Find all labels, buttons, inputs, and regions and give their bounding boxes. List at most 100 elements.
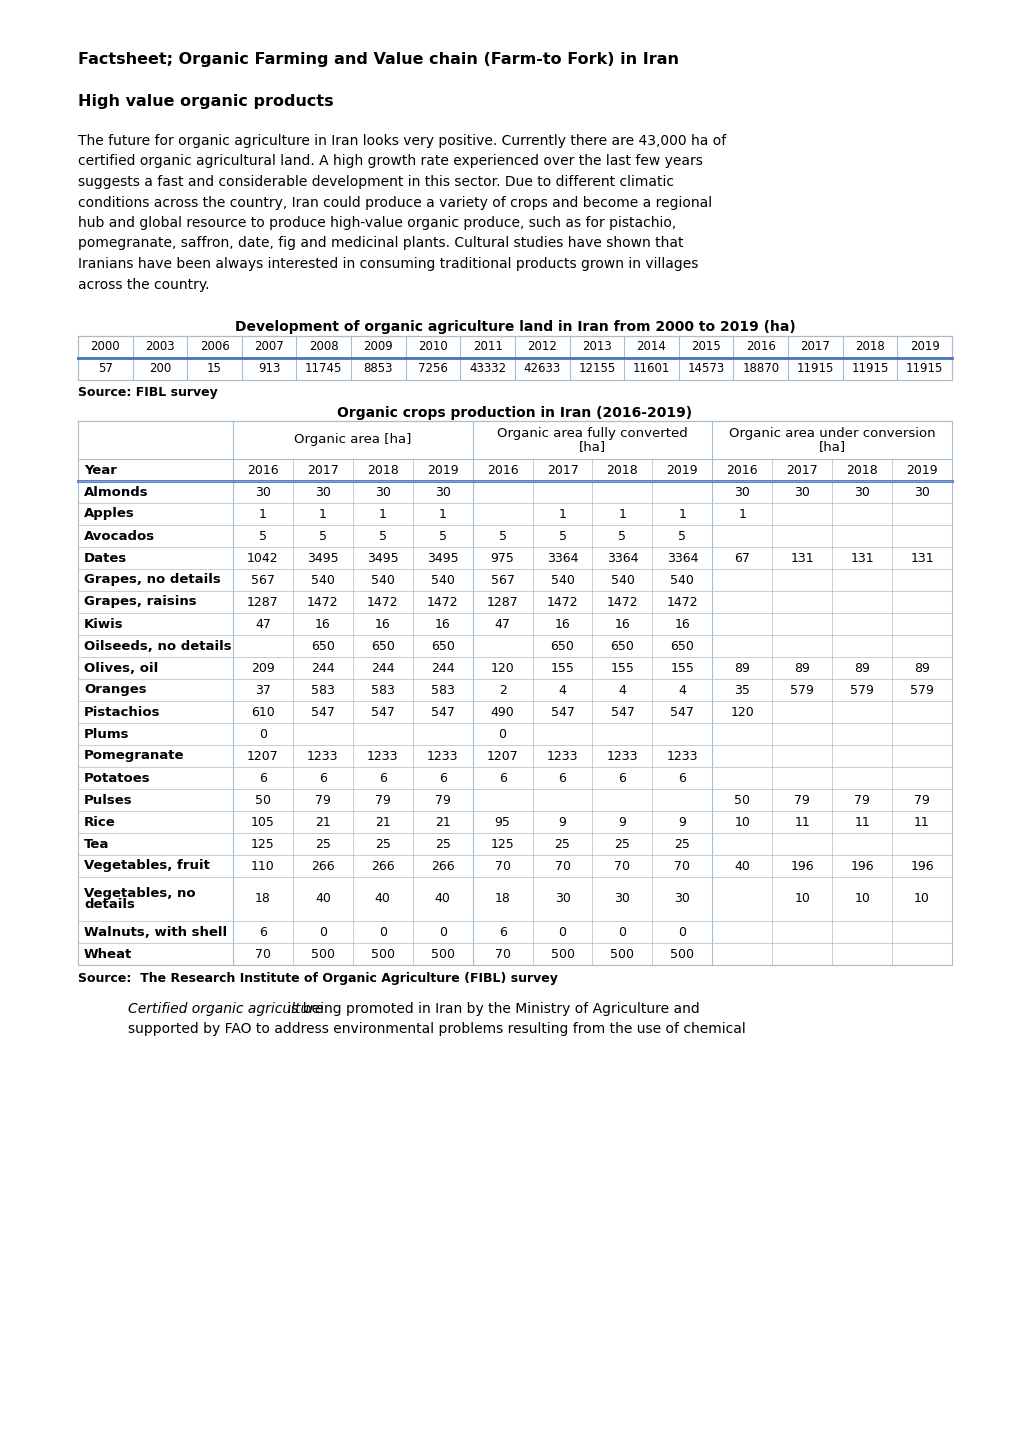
Text: 650: 650 (371, 639, 394, 652)
Text: 79: 79 (913, 793, 929, 806)
Text: 2017: 2017 (307, 463, 338, 476)
Text: 6: 6 (259, 926, 267, 939)
Text: 9: 9 (618, 816, 626, 829)
Text: 0: 0 (319, 926, 326, 939)
Text: 2019: 2019 (909, 340, 938, 353)
Text: 155: 155 (610, 662, 634, 675)
Text: 120: 120 (490, 662, 514, 675)
Text: 266: 266 (430, 859, 454, 872)
Text: 47: 47 (255, 617, 271, 630)
Text: 25: 25 (613, 838, 630, 851)
Text: 244: 244 (430, 662, 454, 675)
Text: 200: 200 (149, 362, 171, 375)
Text: 155: 155 (669, 662, 694, 675)
Text: 975: 975 (490, 551, 514, 564)
Text: 16: 16 (614, 617, 630, 630)
Text: 2007: 2007 (254, 340, 283, 353)
Text: 1472: 1472 (665, 596, 697, 609)
Text: 500: 500 (311, 947, 334, 960)
Text: 547: 547 (311, 705, 334, 718)
Text: 25: 25 (674, 838, 690, 851)
Text: 1: 1 (438, 508, 446, 521)
Text: 12155: 12155 (578, 362, 614, 375)
Text: pomegranate, saffron, date, fig and medicinal plants. Cultural studies have show: pomegranate, saffron, date, fig and medi… (77, 236, 683, 251)
Text: 547: 547 (430, 705, 454, 718)
Text: 30: 30 (734, 486, 750, 499)
Text: 3495: 3495 (307, 551, 338, 564)
Text: 583: 583 (371, 684, 394, 696)
Text: Source:  The Research Institute of Organic Agriculture (FIBL) survey: Source: The Research Institute of Organi… (77, 972, 557, 985)
Text: 79: 79 (434, 793, 450, 806)
Text: 79: 79 (853, 793, 869, 806)
Text: 2017: 2017 (546, 463, 578, 476)
Text: 2000: 2000 (91, 340, 120, 353)
Text: 131: 131 (850, 551, 873, 564)
Text: 2017: 2017 (786, 463, 817, 476)
Text: Iranians have been always interested in consuming traditional products grown in : Iranians have been always interested in … (77, 257, 698, 271)
Text: Apples: Apples (84, 508, 135, 521)
Text: 0: 0 (378, 926, 386, 939)
Text: 50: 50 (734, 793, 750, 806)
Text: 16: 16 (315, 617, 330, 630)
Text: 500: 500 (669, 947, 694, 960)
Text: 0: 0 (678, 926, 686, 939)
Text: 579: 579 (790, 684, 813, 696)
Text: 30: 30 (255, 486, 271, 499)
Text: 16: 16 (434, 617, 450, 630)
Text: 50: 50 (255, 793, 271, 806)
Text: 6: 6 (498, 771, 506, 784)
Text: Pomegranate: Pomegranate (84, 750, 184, 763)
Text: Certified organic agriculture: Certified organic agriculture (127, 1002, 323, 1017)
Text: 266: 266 (311, 859, 334, 872)
Text: 30: 30 (613, 893, 630, 906)
Text: 5: 5 (618, 529, 626, 542)
Text: Oilseeds, no details: Oilseeds, no details (84, 639, 231, 652)
Text: 4: 4 (618, 684, 626, 696)
Text: High value organic products: High value organic products (77, 94, 333, 110)
Text: 2011: 2011 (472, 340, 502, 353)
Text: 2010: 2010 (418, 340, 447, 353)
Text: The future for organic agriculture in Iran looks very positive. Currently there : The future for organic agriculture in Ir… (77, 134, 726, 149)
Text: 70: 70 (613, 859, 630, 872)
Text: 95: 95 (494, 816, 511, 829)
Text: 40: 40 (434, 893, 450, 906)
Text: 196: 196 (909, 859, 933, 872)
Text: 2016: 2016 (745, 340, 775, 353)
Text: 67: 67 (734, 551, 750, 564)
Text: 30: 30 (794, 486, 809, 499)
Text: 1: 1 (678, 508, 686, 521)
Text: 3495: 3495 (367, 551, 398, 564)
Text: 1: 1 (558, 508, 566, 521)
Text: 2017: 2017 (800, 340, 829, 353)
Text: 21: 21 (315, 816, 330, 829)
Text: 70: 70 (554, 859, 570, 872)
Text: 0: 0 (558, 926, 566, 939)
Text: 547: 547 (610, 705, 634, 718)
Text: Walnuts, with shell: Walnuts, with shell (84, 926, 227, 939)
Text: 1207: 1207 (247, 750, 278, 763)
Text: 30: 30 (315, 486, 330, 499)
Text: 650: 650 (311, 639, 334, 652)
Text: 5: 5 (259, 529, 267, 542)
Text: 10: 10 (853, 893, 869, 906)
Text: Avocados: Avocados (84, 529, 155, 542)
Text: 79: 79 (315, 793, 330, 806)
Text: 500: 500 (609, 947, 634, 960)
Text: Grapes, no details: Grapes, no details (84, 574, 220, 587)
Text: 1: 1 (618, 508, 626, 521)
Text: 2015: 2015 (691, 340, 720, 353)
Text: 6: 6 (378, 771, 386, 784)
Text: 500: 500 (371, 947, 394, 960)
Text: 70: 70 (494, 947, 511, 960)
Text: 10: 10 (913, 893, 929, 906)
Text: 583: 583 (430, 684, 454, 696)
Text: 10: 10 (734, 816, 750, 829)
Text: 2018: 2018 (606, 463, 638, 476)
Text: 1472: 1472 (427, 596, 459, 609)
Text: 1233: 1233 (427, 750, 458, 763)
Text: 2003: 2003 (145, 340, 174, 353)
Text: Grapes, raisins: Grapes, raisins (84, 596, 197, 609)
Text: 2018: 2018 (367, 463, 398, 476)
Text: 547: 547 (550, 705, 574, 718)
Text: 0: 0 (259, 728, 267, 741)
